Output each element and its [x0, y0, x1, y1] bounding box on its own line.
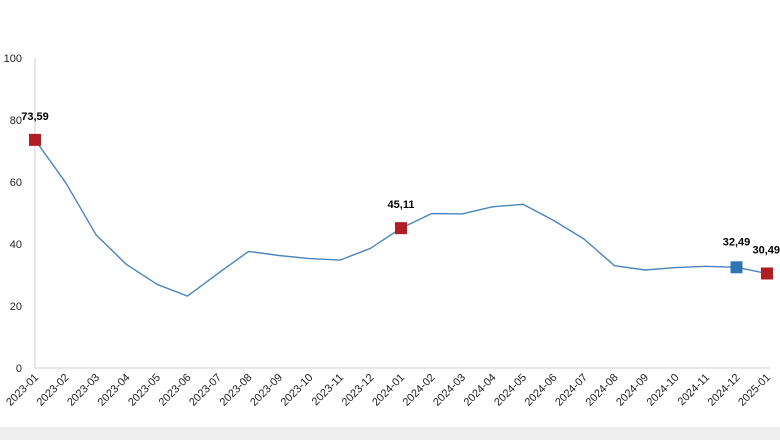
x-tick-label: 2023-12 — [340, 372, 377, 409]
x-tick-label: 2023-01 — [4, 372, 41, 409]
x-tick-label: 2023-10 — [279, 372, 316, 409]
x-tick-label: 2024-12 — [706, 372, 743, 409]
y-tick-label: 0 — [16, 363, 22, 375]
x-tick-label: 2023-07 — [187, 372, 224, 409]
y-tick-label: 20 — [10, 301, 22, 313]
x-tick-label: 2023-05 — [126, 372, 163, 409]
highlight-marker — [761, 267, 773, 280]
x-tick-label: 2023-02 — [35, 372, 72, 409]
highlight-marker — [29, 133, 41, 146]
y-tick-label: 100 — [4, 53, 22, 65]
y-tick-label: 40 — [10, 239, 22, 251]
x-tick-label: 2024-02 — [401, 372, 438, 409]
series-line-group — [34, 139, 768, 297]
highlight-marker — [395, 222, 407, 235]
x-tick-label: 2023-04 — [96, 372, 133, 409]
data-label: 73,59 — [21, 111, 49, 123]
series-line — [34, 139, 768, 297]
data-label: 32,49 — [723, 236, 751, 248]
y-tick-label: 80 — [10, 115, 22, 127]
x-tick-label: 2024-09 — [614, 372, 651, 409]
x-tick-label: 2024-04 — [462, 372, 499, 409]
x-tick-label: 2024-01 — [370, 372, 407, 409]
x-tick-label: 2024-07 — [553, 372, 590, 409]
x-tick-label: 2023-09 — [248, 372, 285, 409]
x-tick-label: 2024-03 — [431, 372, 468, 409]
y-axis: 0 20 40 60 80 100 — [4, 53, 36, 375]
data-label: 30,49 — [752, 244, 780, 256]
data-label: 45,11 — [388, 199, 415, 211]
x-tick-label: 2024-10 — [645, 372, 682, 409]
x-tick-label: 2024-05 — [492, 372, 529, 409]
y-tick-label: 60 — [10, 177, 22, 189]
x-axis: 2023-012023-022023-032023-042023-052023-… — [4, 367, 773, 409]
x-tick-label: 2023-06 — [157, 372, 194, 409]
x-tick-label: 2025-01 — [736, 372, 773, 409]
x-tick-label: 2023-08 — [218, 372, 255, 409]
highlight-markers — [29, 133, 773, 280]
footer-band — [0, 427, 780, 440]
highlight-marker — [730, 261, 743, 274]
x-tick-label: 2024-08 — [584, 372, 621, 409]
x-tick-label: 2024-06 — [523, 372, 560, 409]
x-tick-label: 2023-03 — [65, 372, 102, 409]
